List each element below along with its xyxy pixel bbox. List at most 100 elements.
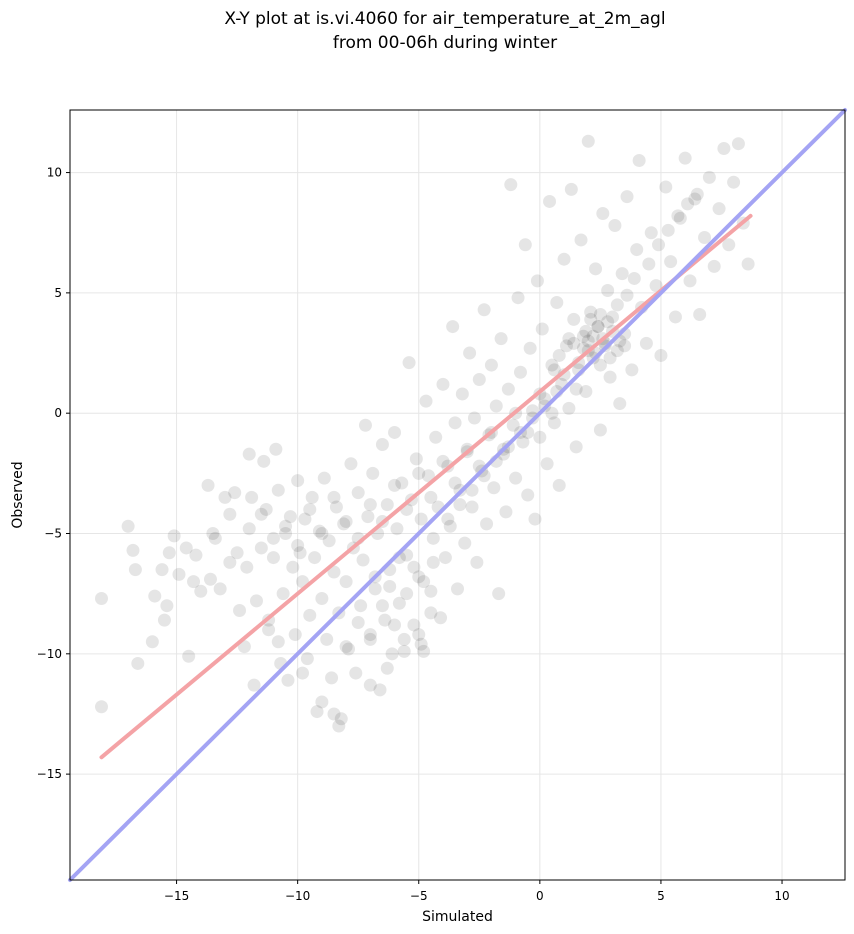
scatter-point	[320, 632, 334, 646]
scatter-point	[380, 661, 394, 675]
scatter-point	[451, 582, 464, 596]
scatter-point	[627, 271, 641, 285]
scatter-point	[644, 226, 658, 240]
scatter-point	[286, 560, 300, 574]
scatter-point	[620, 190, 634, 204]
axis-ticks: −15 −10 −5 0 5 10 −15 −10 −5 0 5 10	[37, 166, 790, 903]
scatter-point	[652, 238, 666, 252]
scatter-point	[269, 442, 283, 456]
scatter-point	[717, 142, 731, 155]
scatter-point	[593, 358, 607, 372]
scatter-point	[712, 202, 726, 216]
scatter-point	[157, 613, 171, 627]
scatter-point	[228, 486, 242, 500]
scatter-point	[206, 527, 220, 540]
scatter-point	[400, 548, 414, 562]
scatter-point	[283, 510, 297, 524]
scatter-point	[545, 358, 559, 372]
scatter-point	[552, 478, 566, 492]
scatter-point	[673, 211, 687, 225]
scatter-point	[298, 512, 312, 526]
scatter-point	[300, 652, 314, 666]
scatter-point	[194, 584, 208, 598]
scatter-point	[603, 351, 617, 365]
scatter-point	[533, 430, 547, 444]
scatter-point	[538, 392, 552, 406]
scatter-point	[421, 469, 435, 483]
scatter-point	[296, 666, 309, 680]
y-axis-label: Observed	[10, 461, 26, 528]
scatter-point	[661, 223, 675, 237]
scatter-point	[426, 531, 440, 545]
scatter-point	[182, 649, 196, 663]
scatter-point	[557, 252, 571, 266]
scatter-point	[448, 416, 462, 430]
scatter-point	[681, 197, 695, 211]
scatter-point	[504, 178, 518, 192]
scatter-point	[317, 471, 331, 485]
identity-line	[68, 108, 847, 882]
scatter-point	[540, 457, 554, 471]
scatter-points	[94, 134, 755, 733]
scatter-point	[271, 483, 285, 497]
scatter-point	[339, 514, 353, 528]
scatter-point	[417, 575, 431, 589]
scatter-point	[128, 563, 142, 577]
scatter-point	[303, 502, 317, 516]
reference-lines	[68, 108, 847, 882]
scatter-point	[562, 401, 576, 415]
scatter-point	[203, 572, 217, 586]
scatter-point	[707, 259, 721, 273]
scatter-point	[581, 134, 595, 148]
scatter-point	[722, 238, 736, 252]
scatter-point	[407, 560, 421, 574]
scatter-point	[291, 474, 305, 488]
scatter-point	[642, 257, 656, 271]
scatter-point	[436, 377, 450, 391]
x-axis-label: Simulated	[422, 909, 493, 925]
scatter-point	[589, 262, 603, 276]
scatter-point	[511, 291, 525, 305]
scatter-point	[702, 170, 716, 184]
scatter-point	[315, 591, 329, 605]
scatter-point	[453, 498, 467, 512]
scatter-point	[523, 341, 537, 355]
scatter-point	[402, 356, 416, 370]
y-tick-label: −5	[44, 527, 62, 541]
scatter-point	[509, 471, 523, 485]
scatter-point	[281, 673, 295, 687]
scatter-point	[230, 546, 244, 560]
scatter-point	[424, 490, 438, 504]
scatter-point	[572, 356, 586, 370]
scatter-point	[254, 541, 268, 555]
scatter-point	[218, 490, 232, 504]
scatter-point	[271, 635, 285, 649]
scatter-point	[550, 296, 564, 309]
scatter-point	[434, 611, 448, 625]
scatter-point	[593, 423, 607, 437]
scatter-point	[501, 382, 515, 396]
scatter-point	[349, 666, 363, 680]
scatter-point	[397, 632, 411, 646]
scatter-point	[375, 437, 389, 451]
scatter-point	[441, 512, 455, 526]
scatter-point	[325, 671, 339, 685]
scatter-point	[516, 435, 530, 449]
scatter-point	[213, 582, 227, 596]
scatter-point	[528, 512, 542, 526]
scatter-point	[351, 616, 365, 630]
scatter-point	[472, 373, 486, 386]
scatter-point	[249, 594, 263, 608]
scatter-point	[630, 243, 644, 257]
scatter-point	[591, 320, 605, 334]
scatter-point	[606, 310, 619, 324]
scatter-point	[417, 644, 431, 658]
scatter-point	[443, 519, 457, 533]
scatter-point	[613, 397, 627, 411]
scatter-point	[167, 529, 181, 543]
scatter-point	[494, 332, 508, 346]
scatter-point	[492, 587, 506, 601]
scatter-point	[312, 524, 326, 538]
scatter-point	[242, 447, 256, 461]
